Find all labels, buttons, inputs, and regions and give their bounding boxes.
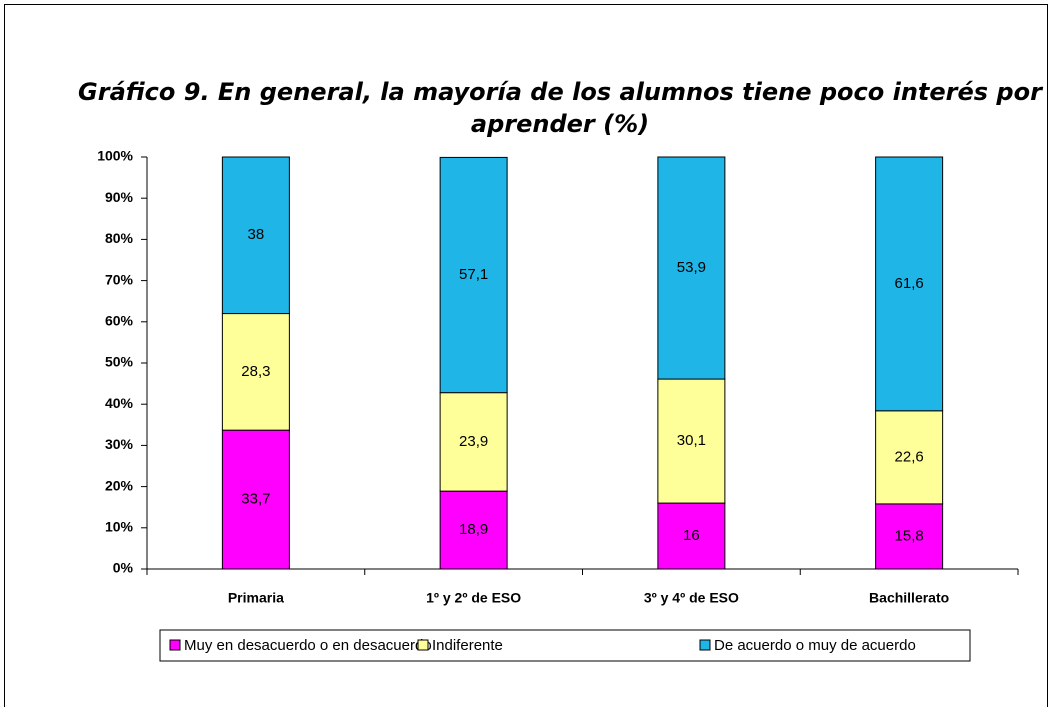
data-label: 23,9 (459, 433, 488, 450)
y-tick-label: 70% (105, 271, 134, 287)
bar-segment (875, 156, 944, 412)
bar-segment (657, 378, 726, 504)
legend-label: De acuerdo o muy de acuerdo (714, 637, 916, 654)
x-tick-label: 3º y 4º de ESO (644, 590, 739, 606)
data-label: 30,1 (677, 432, 706, 449)
data-label: 38 (248, 226, 265, 243)
legend-label: Muy en desacuerdo o en desacuerdo (184, 637, 432, 654)
bar-segment (439, 392, 508, 492)
data-label: 18,9 (459, 521, 488, 538)
bar-segment (657, 502, 726, 570)
legend-swatch (699, 639, 711, 651)
chart-title: Gráfico 9. En general, la mayoría de los… (78, 78, 1042, 138)
bar-segment (875, 410, 944, 505)
data-label: 57,1 (459, 266, 488, 283)
y-tick-label: 80% (105, 230, 134, 246)
data-label: 22,6 (895, 448, 924, 465)
y-tick-label: 50% (105, 354, 134, 370)
y-tick-label: 60% (105, 313, 134, 329)
data-label: 61,6 (895, 275, 924, 292)
data-label: 28,3 (241, 363, 270, 380)
bar-segment (439, 490, 508, 570)
bar-segment (657, 156, 726, 380)
legend-swatch (417, 639, 429, 651)
y-tick-label: 20% (105, 477, 134, 493)
data-label: 15,8 (895, 527, 924, 544)
legend-box (159, 629, 971, 662)
legend-swatch (169, 639, 181, 651)
data-label: 33,7 (241, 491, 270, 508)
data-label: 53,9 (677, 259, 706, 276)
x-tick-label: Bachillerato (869, 590, 949, 606)
legend-label: Indiferente (432, 637, 503, 654)
y-tick-label: 10% (105, 519, 134, 535)
bar-segment (875, 503, 944, 570)
data-label: 16 (683, 527, 700, 544)
y-tick-label: 40% (105, 395, 134, 411)
frame (4, 4, 1048, 707)
bar-segment (221, 156, 290, 315)
x-tick-label: Primaria (228, 590, 284, 606)
y-tick-label: 0% (113, 560, 134, 576)
bar-segment (439, 156, 508, 394)
y-tick-label: 90% (105, 189, 134, 205)
y-tick-label: 30% (105, 436, 134, 452)
x-tick-label: 1º y 2º de ESO (426, 590, 521, 606)
y-tick-label: 100% (97, 148, 133, 164)
